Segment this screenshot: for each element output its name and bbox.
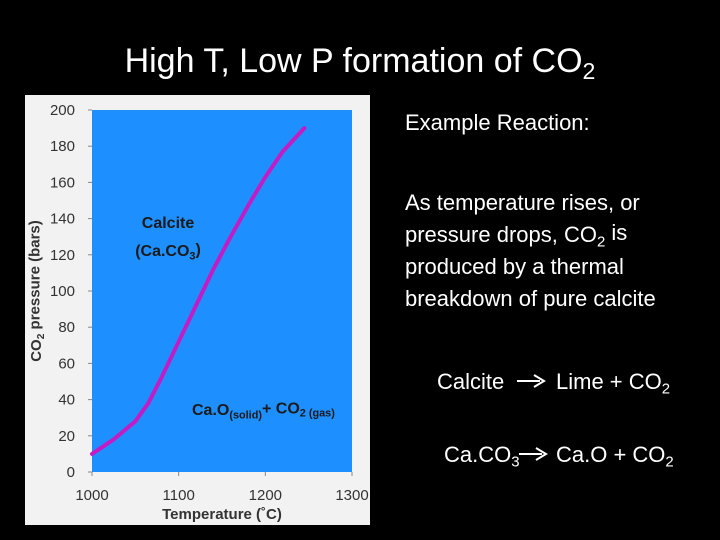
heading: Example Reaction:: [405, 110, 590, 135]
y-tick-label: 0: [67, 464, 75, 481]
text-segment: CO: [28, 339, 45, 362]
equation-right: Ca.O + CO2: [556, 442, 674, 470]
text-segment: Ca.O: [192, 402, 229, 419]
subscript: 3: [189, 250, 195, 262]
equation-right: Lime + CO2: [556, 369, 670, 397]
subscript: (solid): [229, 409, 262, 421]
subscript: 2: [597, 233, 605, 250]
arrows: [517, 374, 548, 461]
text-segment: As temperature rises, or: [405, 190, 640, 215]
text-segment: Example Reaction:: [405, 110, 590, 135]
equation-left: Calcite: [437, 369, 504, 394]
text-segment: Calcite: [142, 215, 195, 232]
text-segment: ): [195, 241, 200, 258]
y-axis-label: CO2 pressure (bars): [27, 220, 48, 362]
x-tick-label: 1200: [249, 487, 282, 504]
equation-left: Ca.CO3: [444, 442, 520, 470]
paragraph-line: breakdown of pure calcite: [405, 286, 656, 311]
annotation: (Ca.CO3): [135, 241, 201, 262]
text-segment: + CO: [262, 400, 300, 417]
chart-title: High T, Low P formation of CO2: [125, 42, 596, 84]
x-tick-label: 1000: [75, 487, 108, 504]
text-segment: (Ca.CO: [135, 243, 189, 260]
subscript: 2: [662, 380, 670, 397]
x-tick-label: 1100: [163, 487, 195, 504]
text-segment: produced by a thermal: [405, 254, 624, 279]
y-tick-label: 80: [58, 319, 75, 336]
y-tick-label: 20: [58, 428, 75, 445]
text-segment: breakdown of pure calcite: [405, 286, 656, 311]
text-segment: is: [605, 220, 627, 245]
y-tick-label: 180: [50, 138, 75, 155]
text-segment: Temperature (˚C): [162, 506, 282, 523]
data-line: [90, 126, 307, 456]
x-axis-label: Temperature (˚C): [162, 506, 282, 523]
text-segment: Lime + CO: [556, 369, 662, 394]
y-tick-label: 40: [58, 392, 75, 409]
arrow-head: [533, 374, 546, 388]
subscript: 2: [36, 333, 47, 339]
text-segment: Calcite: [437, 369, 504, 394]
subscript: 3: [511, 453, 519, 470]
paragraph-line: produced by a thermal: [405, 254, 624, 279]
annotation: Ca.O(solid)+ CO2 (gas): [192, 400, 335, 421]
plot-area: [92, 110, 352, 472]
text-segment: Ca.CO: [444, 442, 511, 467]
text-segment: pressure (bars): [27, 220, 44, 333]
y-tick-label: 140: [50, 211, 75, 228]
y-tick-label: 60: [58, 355, 75, 372]
annotation: Calcite: [142, 215, 195, 232]
subscript: 2: [665, 453, 673, 470]
y-tick-label: 100: [50, 283, 75, 300]
text-segment: High T, Low P formation of CO: [125, 42, 583, 80]
arrow-head: [535, 447, 548, 461]
x-tick-label: 1300: [335, 487, 368, 504]
y-tick-label: 120: [50, 247, 75, 264]
subscript: 2: [583, 58, 596, 84]
y-tick-label: 200: [50, 102, 75, 119]
subscript: 2 (gas): [300, 408, 335, 420]
paragraph-line: pressure drops, CO2 is: [405, 220, 627, 251]
text-segment: pressure drops, CO: [405, 222, 597, 247]
y-tick-label: 160: [50, 174, 75, 191]
paragraph-line: As temperature rises, or: [405, 190, 640, 215]
text-segment: Ca.O + CO: [556, 442, 665, 467]
